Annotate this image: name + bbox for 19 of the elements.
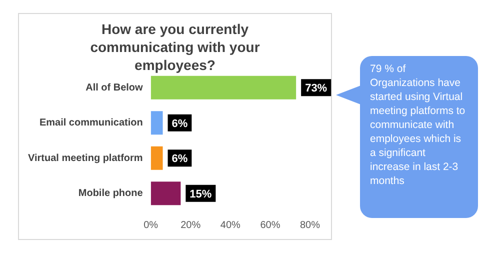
x-tick-label: 80% [300, 220, 320, 231]
data-label: 6% [172, 153, 188, 166]
bar [150, 182, 181, 206]
text: 79 % of Organizations have started using Virtual meeting platforms to communicate with employees which is a significant increase in last 2-3 months [370, 63, 466, 187]
data-label: 73% [305, 82, 328, 95]
chart-title: How are you currently communicating with your employees? [89, 20, 261, 74]
data-label: 6% [172, 118, 188, 130]
bar [150, 111, 163, 135]
bar [150, 146, 163, 170]
x-tick-label: 60% [260, 220, 280, 231]
bar [150, 76, 296, 100]
y-tick-label: All of Below [86, 82, 144, 94]
x-tick-label: 20% [180, 220, 201, 231]
x-tick-label: 40% [220, 220, 241, 231]
y-tick-label: Virtual meeting platform [28, 152, 143, 164]
y-tick-label: Mobile phone [78, 188, 144, 200]
data-label: 15% [190, 188, 212, 200]
x-tick-label: 0% [144, 220, 158, 231]
y-tick-label: Email communication [39, 118, 143, 129]
